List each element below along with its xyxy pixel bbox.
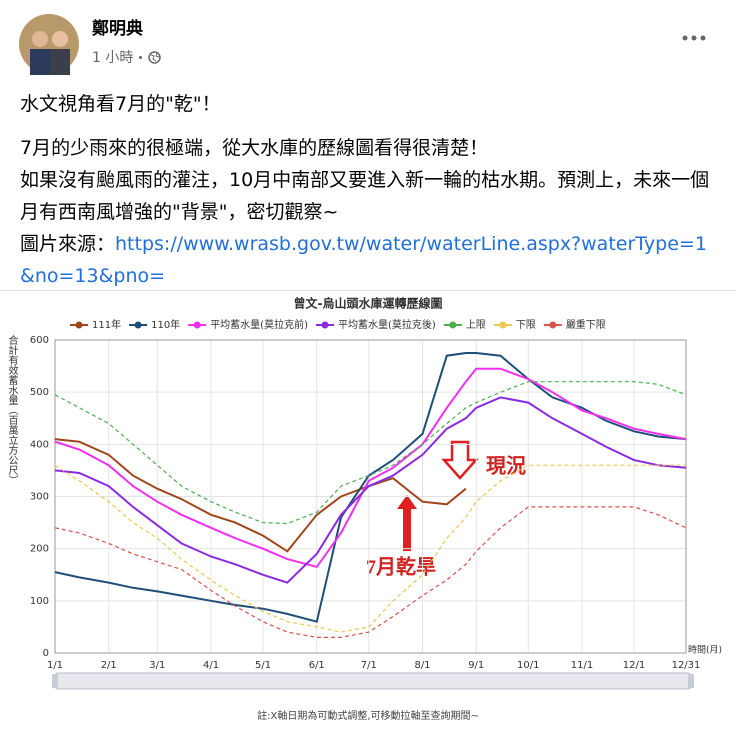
- annotation: 7月乾旱: [366, 555, 436, 579]
- legend-marker: [75, 321, 83, 329]
- x-tick-label: 3/1: [149, 660, 165, 671]
- time[interactable]: 1 小時: [92, 50, 134, 66]
- line: 如果沒有颱風雨的灌注，10月中南部又要進入新一輪的枯水期。預測上，未來一個月有西…: [20, 169, 710, 223]
- x-tick-label: 11/1: [571, 660, 593, 671]
- more-menu[interactable]: [680, 32, 710, 44]
- chart: 曾文-烏山頭水庫運轉歷線圖 合計有效蓄水量（百萬立方公尺） 時間(月) 註:X軸…: [0, 290, 736, 722]
- y-tick-label: 500: [30, 387, 49, 398]
- y-tick-label: 400: [30, 439, 49, 450]
- range-slider[interactable]: [54, 672, 692, 690]
- slider-handle[interactable]: [688, 674, 694, 688]
- legend-marker: [549, 321, 557, 329]
- legend-label[interactable]: 平均蓄水量(莫拉克後): [338, 318, 436, 331]
- series-line: [54, 367, 687, 569]
- x-tick-label: 12/31: [672, 660, 701, 671]
- series-line: [54, 438, 467, 553]
- legend-marker: [449, 321, 457, 329]
- legend-marker: [193, 321, 201, 329]
- x-tick-label: 7/1: [361, 660, 377, 671]
- series-line: [54, 381, 687, 525]
- x-tick-label: 9/1: [468, 660, 484, 671]
- legend-label[interactable]: 上限: [466, 319, 486, 331]
- x-tick-label: 12/1: [623, 660, 645, 671]
- post-time: 1 小時: [92, 47, 162, 67]
- globe-icon: [148, 50, 162, 64]
- legend-label[interactable]: 下限: [516, 319, 536, 331]
- legend-label[interactable]: 111年: [92, 318, 121, 331]
- chart-note: 註:X軸日期為可動式調整,可移動拉軸至查詢期間~: [257, 709, 479, 722]
- y-tick-label: 0: [43, 648, 49, 659]
- x-tick-label: 5/1: [255, 660, 271, 671]
- annotation: 現況: [486, 454, 526, 478]
- x-tick-label: 6/1: [309, 660, 325, 671]
- legend-label[interactable]: 平均蓄水量(莫拉克前): [210, 318, 308, 331]
- y-tick-label: 100: [30, 596, 49, 607]
- series-line: [54, 464, 686, 633]
- slider-handle[interactable]: [52, 674, 58, 688]
- x-tick-label: 8/1: [414, 660, 430, 671]
- legend-marker: [134, 321, 142, 329]
- x-tick-label: 2/1: [101, 660, 117, 671]
- down-arrow: [441, 440, 479, 480]
- line: 7月的少雨來的很極端，從大水庫的歷線圖看得很清楚！: [20, 137, 489, 159]
- series-line: [54, 396, 687, 584]
- y-tick-label: 600: [30, 335, 49, 346]
- chart-title: 曾文-烏山頭水庫運轉歷線圖: [294, 296, 443, 311]
- up-arrow: [397, 495, 417, 551]
- legend-marker: [321, 321, 329, 329]
- separator: [139, 55, 143, 59]
- source-link[interactable]: https://www.wrasb.gov.tw/water/waterLine…: [20, 233, 707, 287]
- author[interactable]: 鄭明典: [92, 19, 143, 39]
- headline: 水文視角看7月的"乾"！: [20, 93, 221, 115]
- y-axis-title: 合計有效蓄水量（百萬立方公尺）: [6, 334, 18, 485]
- series-line: [54, 506, 687, 638]
- source-label: 圖片來源：: [20, 233, 116, 255]
- legend-marker: [499, 321, 507, 329]
- series-line: [54, 352, 687, 623]
- plot-border: [54, 339, 687, 654]
- y-tick-label: 200: [30, 544, 49, 555]
- legend-label[interactable]: 110年: [151, 318, 180, 331]
- x-tick-label: 1/1: [47, 660, 63, 671]
- x-tick-label: 10/1: [517, 660, 539, 671]
- legend-label[interactable]: 嚴重下限: [566, 318, 606, 331]
- x-tick-label: 4/1: [203, 660, 219, 671]
- post-text: 水文視角看7月的"乾"！ 7月的少雨來的很極端，從大水庫的歷線圖看得很清楚！ 如…: [20, 88, 720, 292]
- x-axis-title: 時間(月): [688, 645, 722, 656]
- y-tick-label: 300: [30, 492, 49, 503]
- avatar[interactable]: [18, 13, 80, 75]
